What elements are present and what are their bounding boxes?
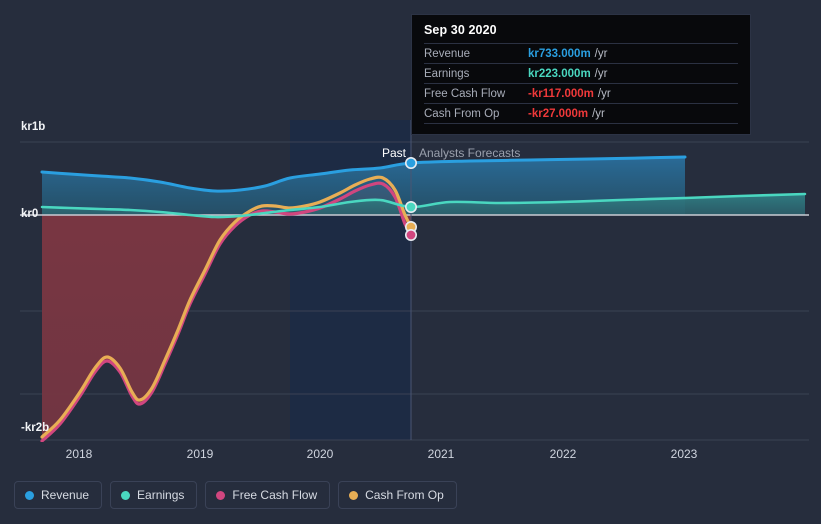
revenue-marker[interactable] bbox=[404, 157, 417, 170]
tooltip-row-unit: /yr bbox=[594, 48, 608, 60]
earnings-line bbox=[40, 192, 807, 219]
tooltip-rows: Revenue kr733.000m/yr Earnings kr223.000m/y… bbox=[424, 43, 738, 123]
past-period-label: Past bbox=[381, 146, 406, 160]
tooltip-footer bbox=[424, 123, 738, 128]
tooltip-row: Free Cash Flow -kr117.000m/yr bbox=[424, 83, 738, 103]
tooltip-row-unit: /yr bbox=[597, 88, 611, 100]
tooltip-row-label: Earnings bbox=[424, 68, 470, 80]
x-axis-label-2023: 2023 bbox=[670, 447, 698, 461]
hover-markers bbox=[404, 157, 417, 242]
legend-color-dot-icon bbox=[25, 490, 34, 500]
y-axis-label-neg2b: -kr2b bbox=[21, 422, 50, 434]
tooltip-row-unit: /yr bbox=[594, 68, 608, 80]
x-axis-label-2022: 2022 bbox=[549, 447, 577, 461]
earnings-area bbox=[42, 194, 805, 218]
earnings-marker[interactable] bbox=[404, 201, 417, 214]
legend-color-dot-icon bbox=[121, 490, 131, 500]
tooltip-row-unit: /yr bbox=[592, 108, 605, 120]
legend-item-label: Cash From Op bbox=[365, 488, 444, 502]
cash-from-op-line bbox=[40, 175, 413, 439]
legend-item-label: Earnings bbox=[137, 488, 185, 502]
chart-legend: Revenue Earnings Free Cash Flow Cash From O… bbox=[14, 481, 457, 509]
x-axis-label-2021: 2021 bbox=[427, 447, 455, 461]
tooltip-row-label: Free Cash Flow bbox=[424, 88, 506, 100]
legend-item-label: Revenue bbox=[41, 488, 90, 502]
tooltip-row: Cash From Op -kr27.000m/yr bbox=[424, 103, 738, 123]
x-axis-label-2019: 2019 bbox=[186, 447, 214, 461]
free-cash-flow-line bbox=[40, 181, 413, 442]
tooltip-row: Revenue kr733.000m/yr bbox=[424, 43, 738, 63]
legend-item-revenue[interactable]: Revenue bbox=[14, 481, 103, 509]
y-axis-label-1b: kr1b bbox=[21, 121, 46, 133]
tooltip-date: Sep 30 2020 bbox=[424, 23, 497, 37]
revenue-line bbox=[40, 155, 687, 193]
tooltip-row-value: kr223.000m bbox=[528, 68, 591, 80]
legend-item-free-cash-flow[interactable]: Free Cash Flow bbox=[205, 481, 331, 509]
legend-color-dot-icon bbox=[216, 490, 226, 500]
tooltip-row-value: kr733.000m bbox=[528, 48, 591, 60]
data-tooltip: Sep 30 2020 Revenue kr733.000m/yr Earnings… bbox=[411, 14, 751, 135]
legend-item-label: Free Cash Flow bbox=[232, 488, 318, 502]
forecast-period-label: Analysts Forecasts bbox=[419, 146, 521, 160]
tooltip-row-value: -kr117.000m bbox=[528, 88, 594, 100]
y-axis-label-0: kr0 bbox=[21, 208, 39, 220]
tooltip-row-label: Revenue bbox=[424, 48, 471, 60]
gridlines bbox=[20, 141, 809, 441]
cash-flow-area bbox=[42, 183, 411, 442]
x-axis-label-2020: 2020 bbox=[306, 447, 334, 461]
legend-item-cash-from-op[interactable]: Cash From Op bbox=[338, 481, 457, 509]
legend-color-dot-icon bbox=[349, 490, 359, 500]
tooltip-row: Earnings kr223.000m/yr bbox=[424, 63, 738, 83]
legend-item-earnings[interactable]: Earnings bbox=[110, 481, 198, 509]
x-axis-label-2018: 2018 bbox=[65, 447, 93, 461]
free-cash-flow-marker[interactable] bbox=[404, 229, 417, 242]
tooltip-row-value: -kr27.000m bbox=[528, 108, 589, 120]
tooltip-row-label: Cash From Op bbox=[424, 108, 500, 120]
